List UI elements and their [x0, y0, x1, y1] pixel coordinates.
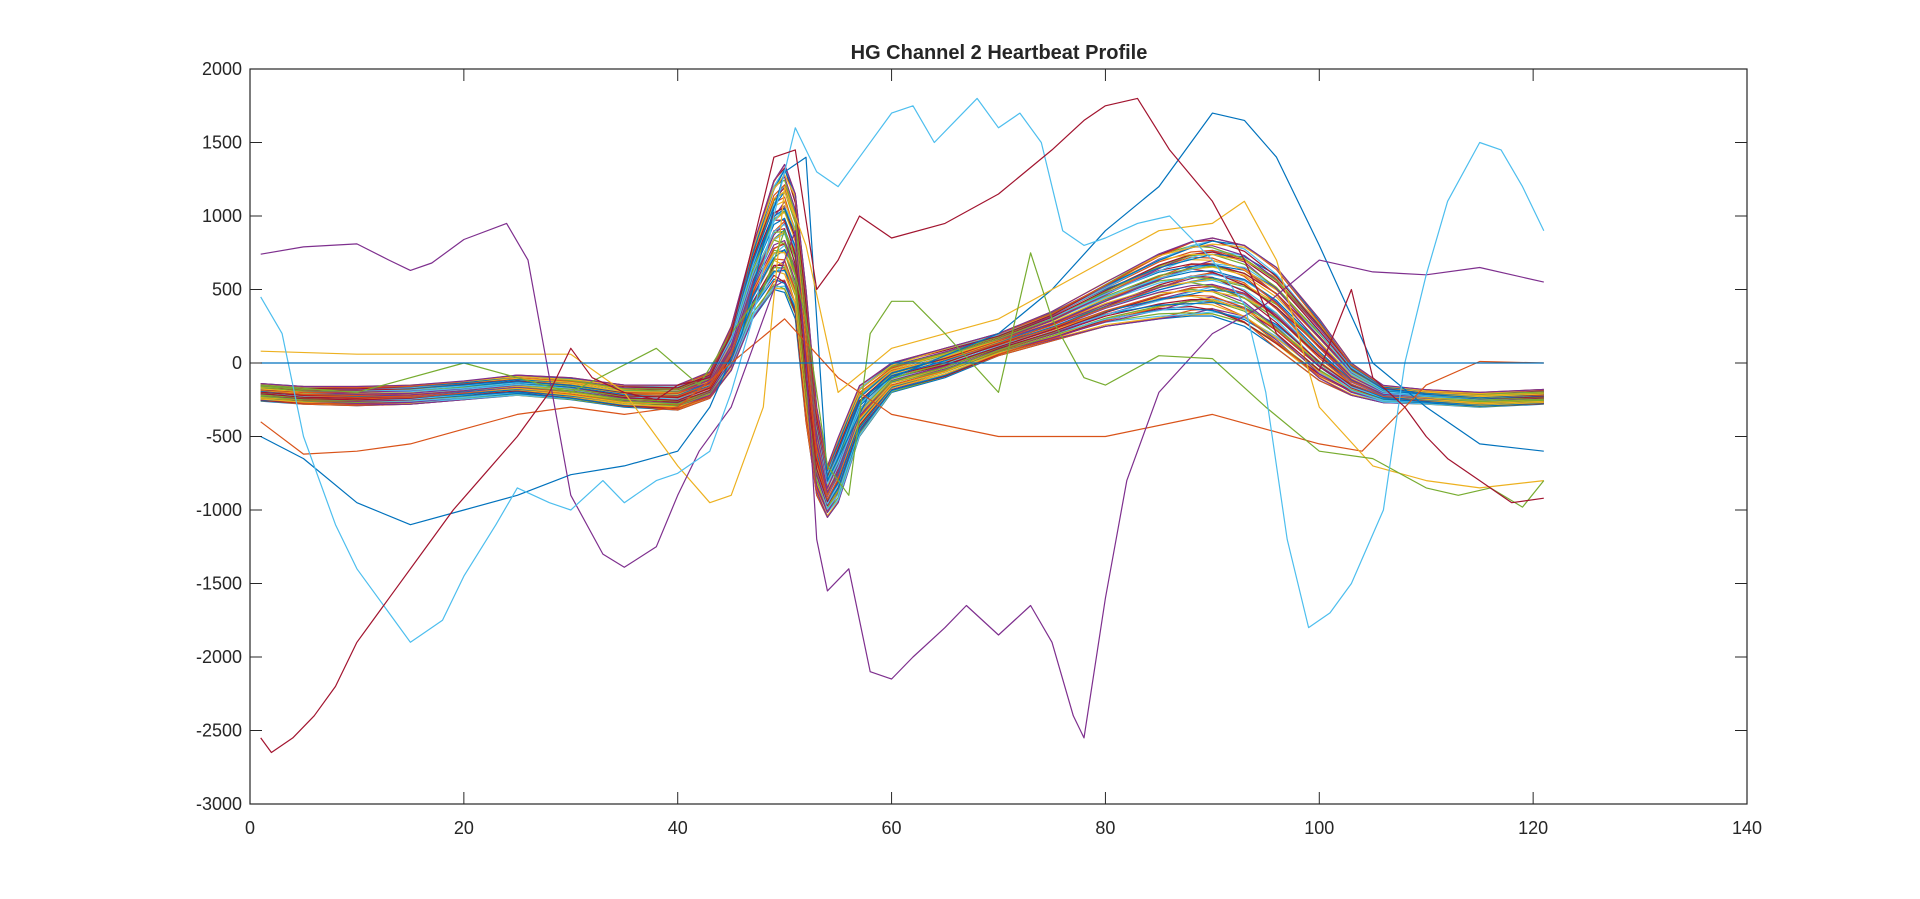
y-tick-label: -1500 [196, 574, 242, 594]
y-tick-label: -2000 [196, 647, 242, 667]
y-tick-label: -500 [206, 427, 242, 447]
x-tick-label: 60 [882, 818, 902, 838]
x-tick-label: 140 [1732, 818, 1762, 838]
series-line [260, 97, 1545, 643]
x-axis: 0 20 40 60 80 100 120 140 [245, 69, 1762, 838]
series-line [260, 222, 1544, 739]
x-tick-label: 0 [245, 818, 255, 838]
band-trace [260, 269, 1544, 504]
band-trace [260, 285, 1544, 514]
heartbeat-band [260, 163, 1544, 518]
series-line [260, 318, 1544, 455]
y-tick-label: 0 [232, 353, 242, 373]
y-tick-label: 500 [212, 280, 242, 300]
x-tick-label: 40 [668, 818, 688, 838]
series-line [260, 97, 1544, 754]
x-tick-label: 80 [1095, 818, 1115, 838]
y-tick-label: 2000 [202, 59, 242, 79]
x-tick-label: 100 [1304, 818, 1334, 838]
series-layer [260, 97, 1545, 754]
y-tick-label: -2500 [196, 721, 242, 741]
y-axis: -3000 -2500 -2000 -1500 -1000 -500 0 500 1000 150… [196, 59, 1747, 814]
y-tick-label: 1000 [202, 206, 242, 226]
chart-title: HG Channel 2 Heartbeat Profile [851, 42, 1148, 64]
x-tick-label: 20 [454, 818, 474, 838]
series-line [260, 230, 1545, 508]
y-tick-label: 1500 [202, 133, 242, 153]
y-tick-label: -3000 [196, 794, 242, 814]
y-tick-label: -1000 [196, 500, 242, 520]
x-tick-label: 120 [1518, 818, 1548, 838]
band-trace [260, 163, 1544, 467]
